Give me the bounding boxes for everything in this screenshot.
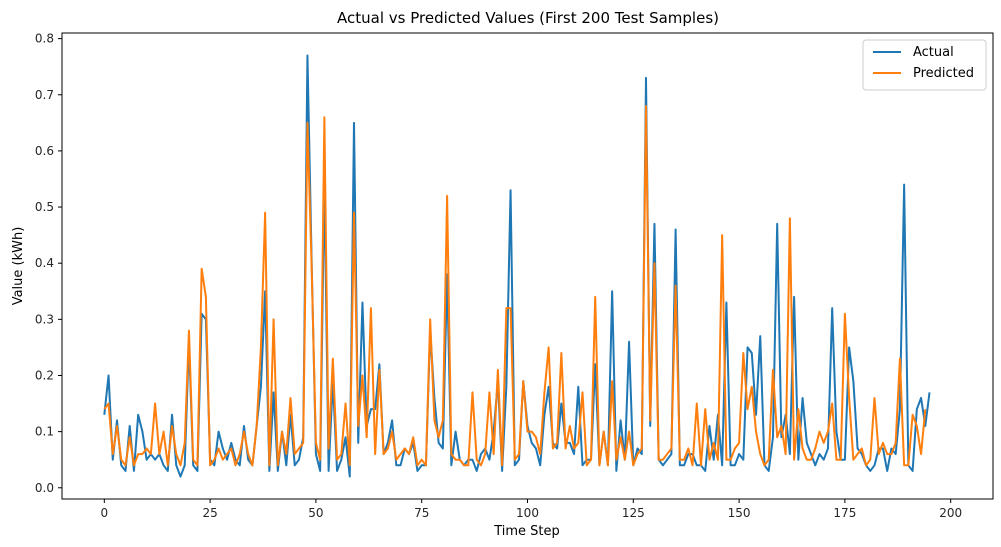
x-tick-label: 175 [833, 506, 856, 520]
y-tick-label: 0.0 [35, 481, 54, 495]
x-tick-label: 50 [308, 506, 323, 520]
y-tick-label: 0.6 [35, 144, 54, 158]
y-tick-label: 0.3 [35, 312, 54, 326]
y-axis-ticks: 0.0 0.1 0.2 0.3 0.4 0.5 0.6 0.7 0.8 [35, 32, 62, 495]
legend-label-predicted: Predicted [913, 66, 974, 81]
y-tick-label: 0.2 [35, 368, 54, 382]
legend-label-actual: Actual [913, 45, 954, 60]
x-tick-label: 150 [728, 506, 751, 520]
y-axis-label: Value (kWh) [11, 227, 26, 306]
x-tick-label: 0 [100, 506, 108, 520]
x-axis-ticks: 0 25 50 75 100 125 150 175 200 [100, 499, 962, 520]
x-tick-label: 125 [622, 506, 645, 520]
y-tick-label: 0.8 [35, 32, 54, 46]
x-axis-label: Time Step [493, 524, 560, 539]
x-tick-label: 200 [939, 506, 962, 520]
chart-title: Actual vs Predicted Values (First 200 Te… [337, 9, 719, 27]
y-tick-label: 0.4 [35, 256, 54, 270]
series-layer [103, 54, 931, 478]
plot-area-frame [61, 32, 994, 500]
x-tick-label: 75 [414, 506, 429, 520]
series-line-predicted [103, 104, 927, 467]
y-tick-label: 0.7 [35, 88, 54, 102]
y-tick-label: 0.1 [35, 425, 54, 439]
x-tick-label: 100 [516, 506, 539, 520]
legend: Actual Predicted [862, 39, 987, 91]
y-tick-label: 0.5 [35, 200, 54, 214]
x-tick-label: 25 [202, 506, 217, 520]
